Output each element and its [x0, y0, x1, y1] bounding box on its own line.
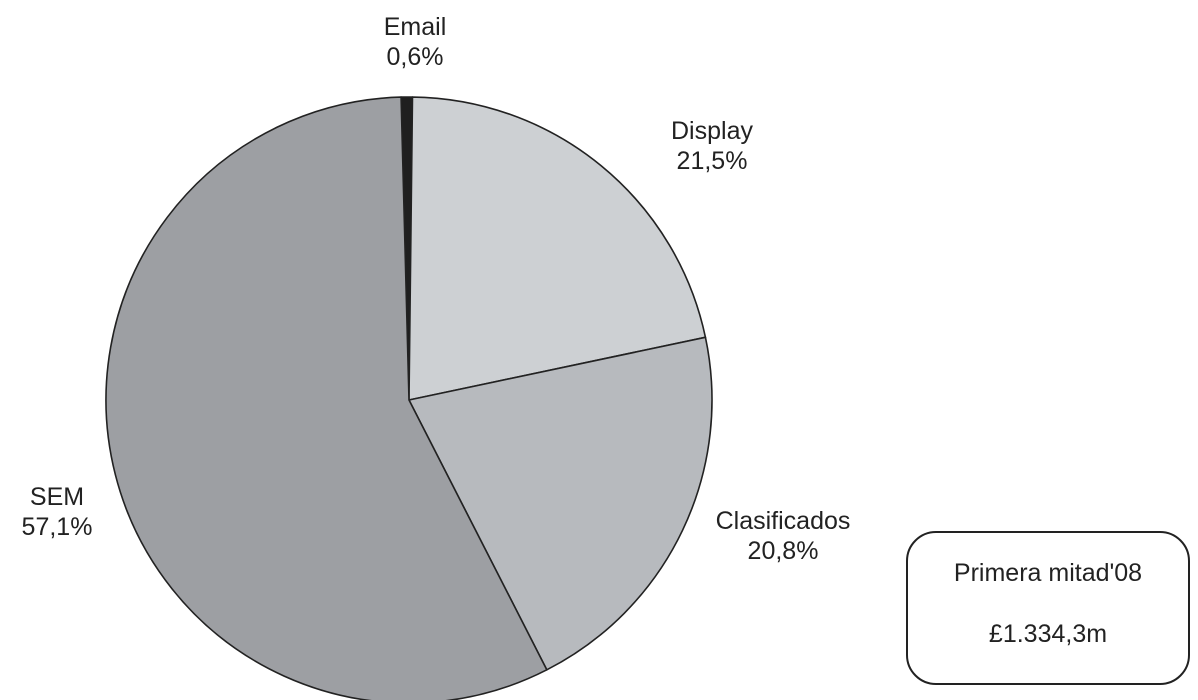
pie-slices [105, 96, 713, 700]
slice-name: Clasificados [715, 507, 851, 535]
pie-slice-clasificados [408, 336, 713, 671]
slice-label-clasificados: Clasificados 20,8% [716, 506, 851, 566]
slice-label-display: Display 21,5% [671, 116, 753, 176]
slice-label-email: Email 0,6% [384, 12, 447, 72]
slice-percent: 20,8% [747, 537, 819, 565]
slice-percent: 57,1% [21, 513, 93, 541]
slice-percent: 0,6% [386, 43, 444, 71]
summary-period: Primera mitad'08 [953, 559, 1143, 587]
summary-box: Primera mitad'08 £1.334,3m [906, 531, 1190, 685]
summary-total: £1.334,3m [988, 620, 1108, 648]
slice-percent: 21,5% [676, 147, 748, 175]
slice-name: Email [383, 13, 447, 41]
slice-name: SEM [29, 483, 85, 511]
slice-label-sem: SEM 57,1% [22, 482, 93, 542]
pie-slice-sem [105, 96, 548, 700]
pie-slice-display [408, 96, 707, 401]
slice-name: Display [671, 117, 753, 145]
